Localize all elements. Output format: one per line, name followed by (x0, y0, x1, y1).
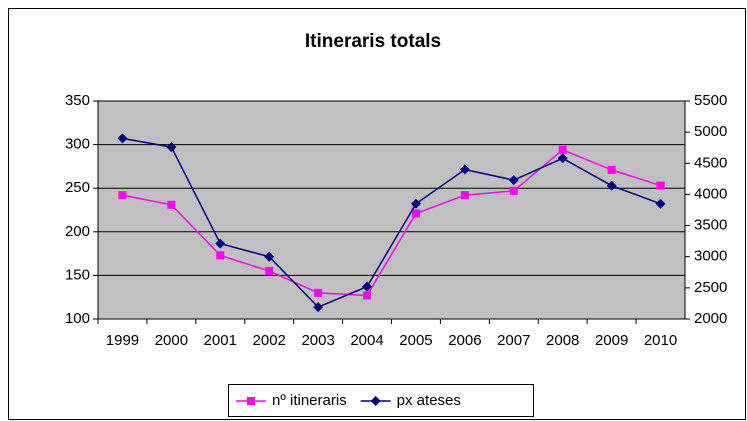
y-tick-label: 150 (65, 266, 90, 283)
marker (166, 142, 177, 153)
marker (557, 153, 568, 164)
x-tick-label: 2004 (350, 332, 383, 349)
marker (363, 291, 372, 300)
marker (655, 198, 666, 209)
marker (607, 165, 616, 174)
marker (656, 181, 665, 190)
y2-tick-label: 4500 (694, 154, 727, 171)
marker (264, 251, 275, 262)
marker (410, 198, 421, 209)
marker (370, 396, 381, 406)
marker (460, 191, 469, 200)
marker (216, 251, 225, 260)
x-tick-label: 2008 (546, 332, 579, 349)
marker (558, 145, 567, 154)
y2-tick-label: 3000 (694, 248, 727, 265)
marker (215, 238, 226, 249)
x-tick-label: 2006 (448, 332, 481, 349)
y-tick-label: 100 (65, 310, 90, 327)
x-tick-label: 2001 (204, 332, 237, 349)
y2-tick-label: 2000 (694, 310, 727, 327)
x-tick-label: 2009 (595, 332, 628, 349)
marker (314, 288, 323, 297)
y2-tick-label: 4000 (694, 185, 727, 202)
marker (411, 209, 420, 218)
marker (118, 191, 127, 200)
y2-tick-label: 5500 (694, 92, 727, 109)
legend-label: nº itineraris (272, 392, 347, 409)
x-tick-label: 2005 (399, 332, 432, 349)
x-tick-label: 2000 (155, 332, 188, 349)
marker (508, 175, 519, 186)
y-tick-label: 300 (65, 136, 90, 153)
marker (117, 133, 128, 144)
marker (313, 302, 324, 313)
x-tick-label: 2007 (497, 332, 530, 349)
y2-tick-label: 2500 (694, 279, 727, 296)
legend-label: px ateses (397, 392, 461, 409)
chart-title: Itineraris totals (305, 31, 441, 52)
y2-tick-label: 3500 (694, 217, 727, 234)
marker (265, 267, 274, 276)
x-tick-label: 2003 (301, 332, 334, 349)
y-tick-label: 250 (65, 179, 90, 196)
x-tick-label: 1999 (106, 332, 139, 349)
y-tick-label: 350 (65, 92, 90, 109)
y2-tick-label: 5000 (694, 123, 727, 140)
plot-area (97, 100, 686, 320)
x-tick-label: 2010 (644, 332, 677, 349)
marker (509, 186, 518, 195)
marker (167, 200, 176, 209)
series-line (122, 148, 661, 297)
marker (606, 180, 617, 191)
series-line (122, 137, 661, 309)
marker (247, 397, 255, 405)
marker (459, 164, 470, 175)
marker (362, 281, 373, 292)
y-tick-label: 200 (65, 223, 90, 240)
x-tick-label: 2002 (253, 332, 286, 349)
